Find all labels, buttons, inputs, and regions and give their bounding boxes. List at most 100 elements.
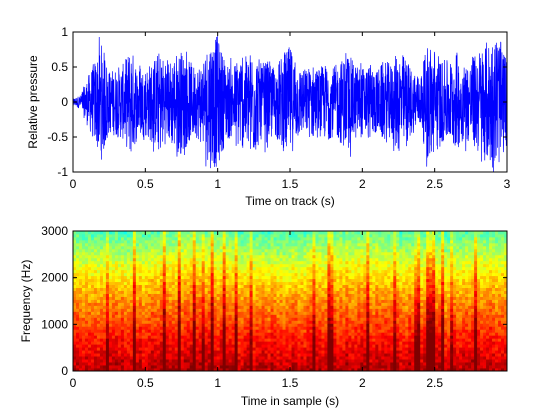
heatmap-cell: [237, 338, 242, 342]
heatmap-cell: [159, 296, 164, 300]
waveform-x-axis-label: Time on track (s): [245, 194, 335, 208]
heatmap-cell: [75, 275, 80, 280]
heatmap-cell: [450, 344, 454, 348]
heatmap-cell: [381, 359, 385, 363]
heatmap-cell: [399, 356, 403, 360]
heatmap-cell: [165, 272, 170, 277]
heatmap-cell: [489, 326, 493, 330]
heatmap-cell: [354, 305, 358, 309]
heatmap-cell: [243, 272, 247, 277]
heatmap-cell: [114, 296, 119, 300]
heatmap-cell: [387, 332, 391, 336]
heatmap-cell: [342, 272, 346, 277]
heatmap-cell: [483, 314, 487, 318]
heatmap-cell: [504, 341, 508, 345]
heatmap-cell: [390, 290, 394, 294]
heatmap-cell: [99, 326, 104, 330]
heatmap-cell: [255, 293, 259, 297]
heatmap-cell: [288, 320, 292, 324]
heatmap-cell: [363, 290, 367, 294]
heatmap-cell: [498, 308, 502, 312]
heatmap-cell: [81, 317, 86, 321]
heatmap-cell: [270, 368, 274, 372]
heatmap-cell: [450, 281, 454, 286]
heatmap-cell: [81, 296, 86, 300]
heatmap-cell: [165, 305, 170, 309]
heatmap-cell: [363, 311, 367, 315]
heatmap-cell: [150, 323, 155, 327]
heatmap-cell: [360, 344, 364, 348]
heatmap-cell: [456, 314, 460, 318]
heatmap-cell: [252, 311, 256, 315]
heatmap-cell: [237, 302, 242, 306]
heatmap-cell: [303, 275, 307, 280]
heatmap-cell: [78, 362, 83, 366]
heatmap-cell: [216, 365, 221, 369]
heatmap-cell: [186, 308, 191, 312]
heatmap-cell: [225, 368, 230, 372]
heatmap-cell: [180, 296, 185, 300]
heatmap-cell: [120, 335, 125, 339]
heatmap-cell: [132, 347, 137, 351]
heatmap-cell: [135, 308, 140, 312]
heatmap-cell: [468, 359, 472, 363]
heatmap-cell: [243, 329, 247, 333]
heatmap-cell: [336, 278, 340, 283]
heatmap-cell: [318, 314, 322, 318]
heatmap-cell: [129, 296, 134, 300]
heatmap-cell: [303, 314, 307, 318]
heatmap-cell: [207, 296, 212, 300]
heatmap-cell: [219, 326, 224, 330]
heatmap-cell: [474, 272, 478, 277]
heatmap-cell: [444, 323, 448, 327]
heatmap-cell: [201, 296, 206, 300]
heatmap-cell: [444, 275, 448, 280]
heatmap-cell: [408, 299, 412, 303]
heatmap-cell: [126, 338, 131, 342]
heatmap-cell: [123, 314, 128, 318]
heatmap-cell: [375, 284, 379, 288]
heatmap-cell: [258, 317, 262, 321]
heatmap-cell: [189, 320, 194, 324]
heatmap-cell: [471, 287, 475, 291]
heatmap-cell: [396, 335, 400, 339]
heatmap-cell: [246, 344, 250, 348]
heatmap-cell: [237, 368, 242, 372]
heatmap-cell: [231, 326, 236, 330]
heatmap-cell: [462, 302, 466, 306]
heatmap-cell: [207, 350, 212, 354]
heatmap-cell: [120, 290, 125, 294]
heatmap-cell: [219, 332, 224, 336]
heatmap-cell: [234, 320, 239, 324]
heatmap-cell: [321, 356, 325, 360]
heatmap-cell: [195, 347, 200, 351]
heatmap-cell: [369, 299, 373, 303]
heatmap-cell: [402, 290, 406, 294]
heatmap-cell: [105, 362, 110, 366]
heatmap-cell: [156, 323, 161, 327]
heatmap-cell: [354, 314, 358, 318]
heatmap-cell: [264, 356, 268, 360]
heatmap-cell: [141, 308, 146, 312]
heatmap-cell: [396, 287, 400, 291]
heatmap-cell: [417, 335, 421, 339]
heatmap-cell: [459, 290, 463, 294]
heatmap-cell: [390, 329, 394, 333]
heatmap-cell: [279, 338, 283, 342]
heatmap-cell: [198, 281, 203, 286]
heatmap-cell: [285, 311, 289, 315]
heatmap-cell: [258, 326, 262, 330]
heatmap-cell: [192, 335, 197, 339]
heatmap-cell: [297, 350, 301, 354]
heatmap-cell: [324, 299, 328, 303]
heatmap-cell: [225, 296, 230, 300]
heatmap-cell: [114, 323, 119, 327]
heatmap-cell: [366, 314, 370, 318]
heatmap-cell: [435, 314, 439, 318]
heatmap-cell: [204, 332, 209, 336]
heatmap-cell: [234, 317, 239, 321]
heatmap-cell: [108, 305, 113, 309]
heatmap-cell: [84, 275, 89, 280]
heatmap-cell: [195, 329, 200, 333]
heatmap-cell: [315, 347, 319, 351]
